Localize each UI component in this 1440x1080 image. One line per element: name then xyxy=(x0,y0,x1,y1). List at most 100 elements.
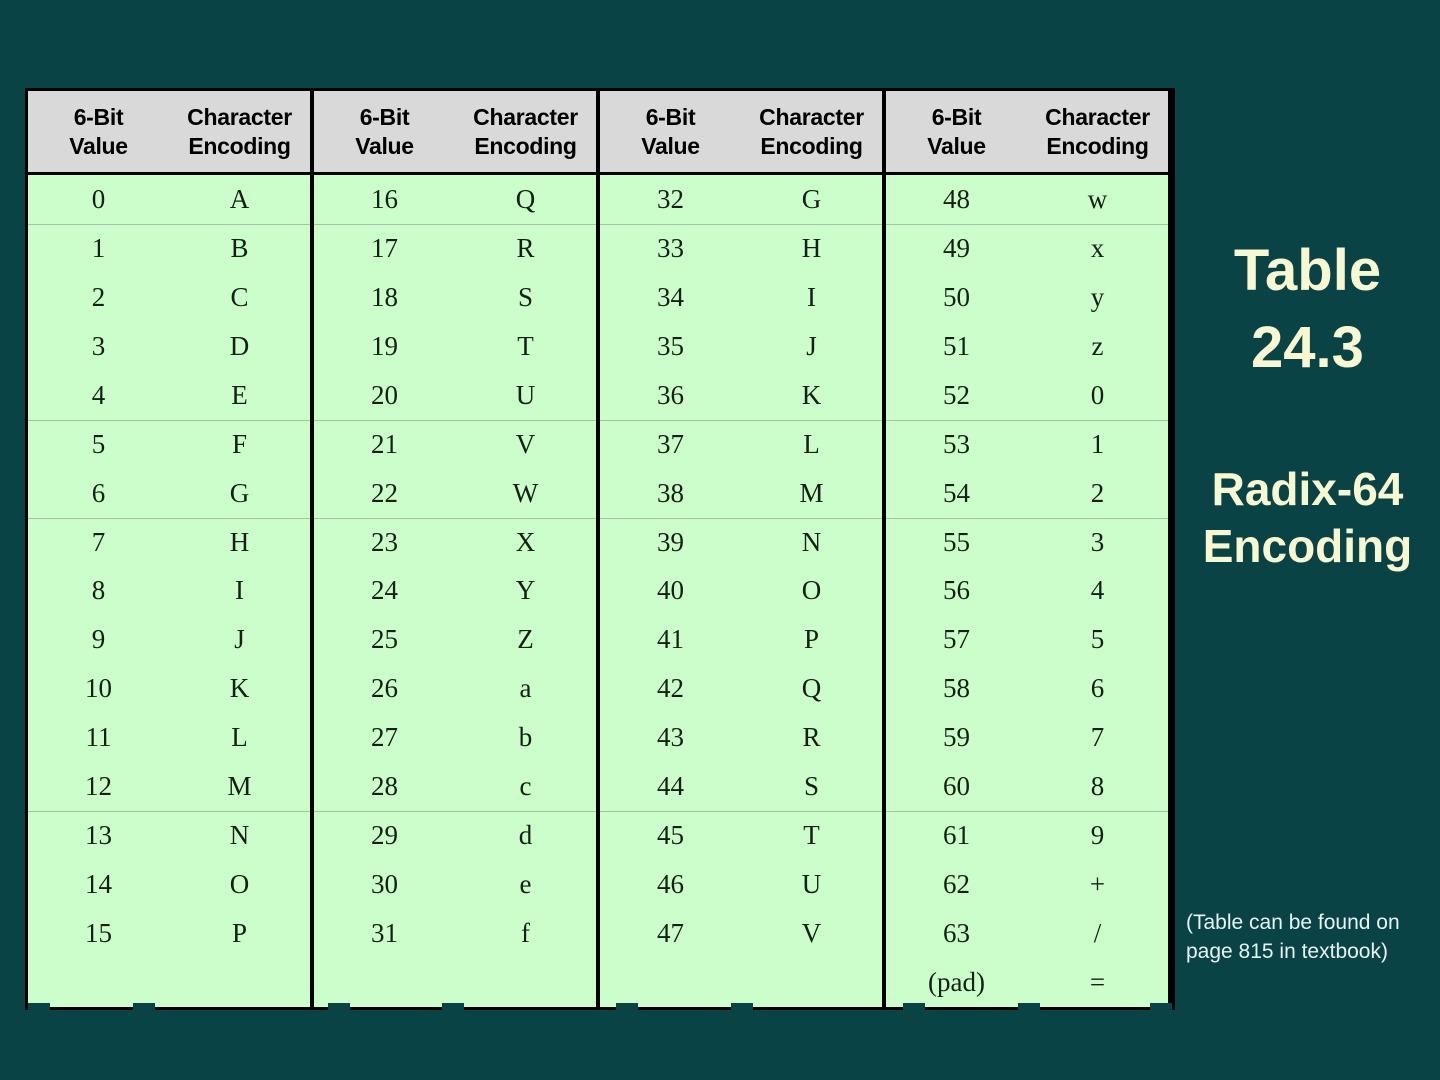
table-header-row: 6-Bit Value Character Encoding xyxy=(886,91,1168,175)
six-bit-value-cell: 34 xyxy=(657,281,684,312)
six-bit-value-cell: 32 xyxy=(657,183,684,214)
character-encoding-cell: c xyxy=(519,771,532,802)
character-encoding-cell: 4 xyxy=(1090,575,1105,606)
six-bit-value-cell: 38 xyxy=(657,477,684,508)
character-encoding-cell: Y xyxy=(515,575,536,606)
character-encoding-cell: G xyxy=(229,477,250,508)
six-bit-value-cell: 16 xyxy=(371,183,398,214)
table-row: 49 x xyxy=(886,224,1168,273)
character-encoding-cell: N xyxy=(229,820,250,851)
character-encoding-cell: T xyxy=(517,330,534,361)
table-header-row: 6-Bit Value Character Encoding xyxy=(28,91,310,175)
scan-artifact-tick xyxy=(442,1003,464,1011)
six-bit-value-cell: 8 xyxy=(91,575,106,606)
table-row: 35 J xyxy=(600,322,882,371)
table-row: 55 3 xyxy=(886,518,1168,567)
table-row: 63 / xyxy=(886,909,1168,958)
character-encoding-cell: I xyxy=(235,575,244,606)
six-bit-value-cell: 4 xyxy=(91,379,106,410)
character-encoding-cell: D xyxy=(229,330,250,361)
table-row: 46 U xyxy=(600,860,882,909)
table-row: 20 U xyxy=(314,371,596,420)
six-bit-value-cell: 41 xyxy=(657,624,684,655)
character-encoding-cell: B xyxy=(230,232,249,263)
six-bit-value-cell: 37 xyxy=(657,428,684,459)
header-line: Value xyxy=(355,132,414,159)
scan-artifact-tick xyxy=(731,1003,753,1011)
table-row: 13 N xyxy=(28,811,310,860)
character-encoding-cell: + xyxy=(1089,869,1106,900)
six-bit-value-cell: 62 xyxy=(943,869,970,900)
character-encoding-cell: M xyxy=(799,477,824,508)
character-encoding-cell: Q xyxy=(801,673,822,704)
table-row: 31 f xyxy=(314,909,596,958)
table-row: 37 L xyxy=(600,420,882,469)
slide-subtitle: Radix-64 Encoding xyxy=(1175,461,1440,575)
character-encoding-cell: V xyxy=(801,918,822,949)
header-line: Value xyxy=(641,132,700,159)
six-bit-value-cell: 15 xyxy=(85,918,112,949)
six-bit-value-cell: 54 xyxy=(943,477,970,508)
character-encoding-cell: K xyxy=(801,379,822,410)
six-bit-value-cell: 51 xyxy=(943,330,970,361)
table-row: 47 V xyxy=(600,909,882,958)
table-row: 12 M xyxy=(28,762,310,811)
six-bit-value-cell: 49 xyxy=(943,232,970,263)
table-row: 30 e xyxy=(314,860,596,909)
six-bit-value-cell: 10 xyxy=(85,673,112,704)
six-bit-value-cell: 24 xyxy=(371,575,398,606)
six-bit-value-cell: 27 xyxy=(371,722,398,753)
character-encoding-cell: e xyxy=(519,869,532,900)
table-row: (pad) = xyxy=(886,958,1168,1007)
table-row: 16 Q xyxy=(314,175,596,224)
table-row: 53 1 xyxy=(886,420,1168,469)
table-row: 32 G xyxy=(600,175,882,224)
character-encoding-cell: w xyxy=(1087,183,1108,214)
six-bit-value-cell: 44 xyxy=(657,771,684,802)
table-row: 25 Z xyxy=(314,615,596,664)
six-bit-value-cell: 30 xyxy=(371,869,398,900)
character-encoding-cell: y xyxy=(1090,281,1105,312)
character-encoding-cell: S xyxy=(517,281,534,312)
table-row: 19 T xyxy=(314,322,596,371)
six-bit-value-cell: 2 xyxy=(91,281,106,312)
header-line: 6-Bit xyxy=(73,104,124,131)
character-encoding-cell: L xyxy=(231,722,248,753)
character-encoding-cell: R xyxy=(516,232,535,263)
character-encoding-cell: E xyxy=(231,379,248,410)
six-bit-value-cell: 40 xyxy=(657,575,684,606)
six-bit-value-cell: 3 xyxy=(91,330,106,361)
header-line: Character xyxy=(187,104,292,131)
table-row: 11 L xyxy=(28,713,310,762)
six-bit-value-cell: 42 xyxy=(657,673,684,704)
six-bit-value-cell: 45 xyxy=(657,820,684,851)
six-bit-value-cell: 6 xyxy=(91,477,106,508)
table-row: 15 P xyxy=(28,909,310,958)
character-encoding-cell: T xyxy=(803,820,820,851)
six-bit-value-cell: 36 xyxy=(657,379,684,410)
six-bit-value-cell: 61 xyxy=(943,820,970,851)
header-line: Value xyxy=(69,132,128,159)
table-header-row: 6-Bit Value Character Encoding xyxy=(314,91,596,175)
six-bit-value-cell: 22 xyxy=(371,477,398,508)
character-encoding-cell: I xyxy=(807,281,816,312)
six-bit-value-cell: 17 xyxy=(371,232,398,263)
character-encoding-cell: f xyxy=(521,918,530,949)
slide-title: Table 24.3 xyxy=(1175,232,1440,386)
table-row: 18 S xyxy=(314,273,596,322)
table-row: 34 I xyxy=(600,273,882,322)
table-row: 23 X xyxy=(314,518,596,567)
six-bit-value-cell: 59 xyxy=(943,722,970,753)
header-6bit-value: 6-Bit Value xyxy=(28,103,169,159)
character-encoding-cell: P xyxy=(231,918,248,949)
character-encoding-cell: J xyxy=(234,624,245,655)
table-row: 58 6 xyxy=(886,664,1168,713)
character-encoding-cell: a xyxy=(519,673,532,704)
table-row: 22 W xyxy=(314,469,596,518)
textbook-note-line: (Table can be found on xyxy=(1186,911,1400,934)
six-bit-value-cell: 18 xyxy=(371,281,398,312)
character-encoding-cell: 8 xyxy=(1090,771,1105,802)
